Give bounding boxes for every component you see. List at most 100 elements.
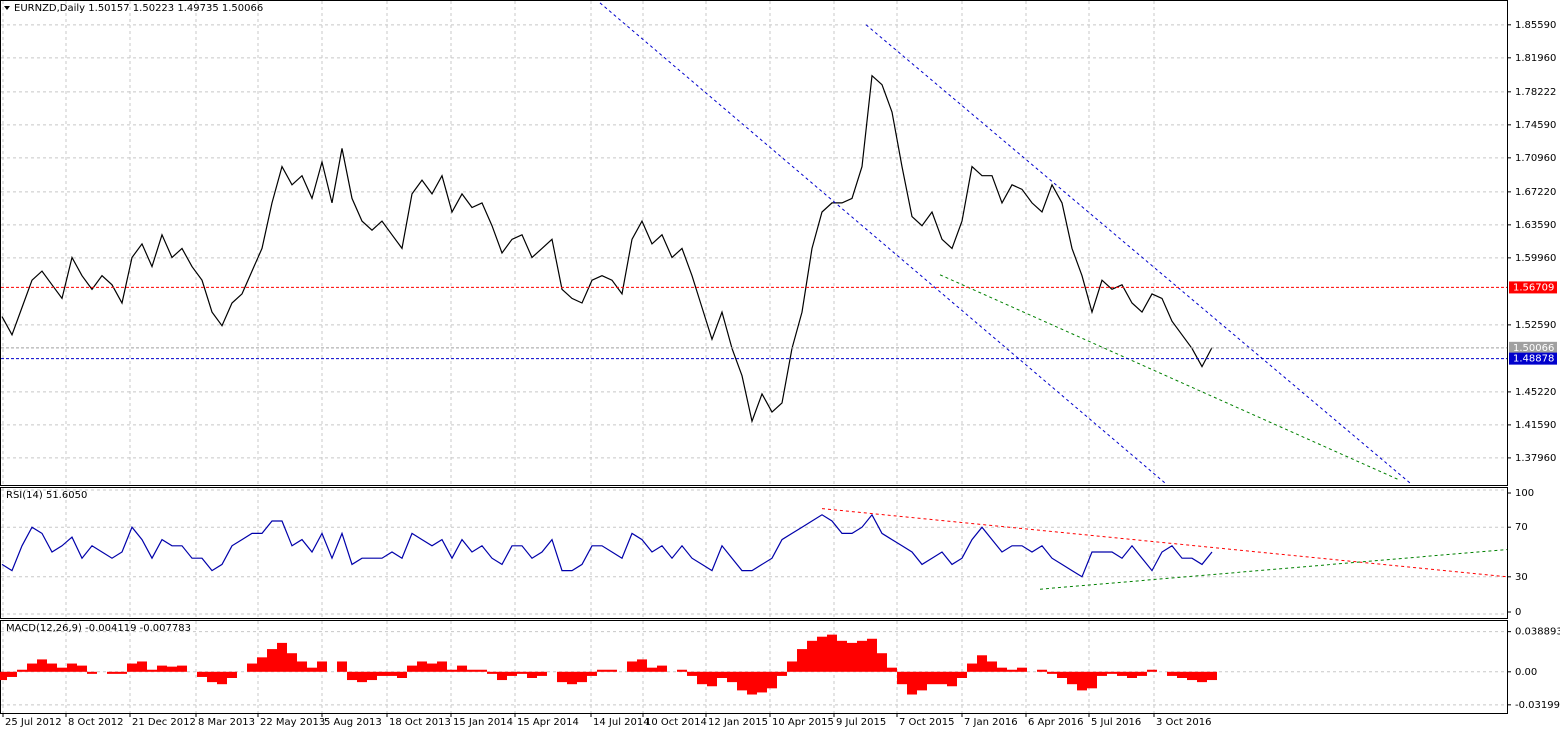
histogram-bar — [1187, 671, 1197, 681]
y-tick-label: 30 — [1515, 572, 1528, 583]
histogram-bar — [107, 671, 117, 674]
histogram-bar — [607, 669, 617, 672]
histogram-bar — [247, 663, 257, 672]
histogram-bar — [817, 636, 827, 672]
histogram-bar — [707, 671, 717, 687]
histogram-bar — [1047, 671, 1057, 674]
histogram-bar — [867, 638, 877, 672]
histogram-bar — [57, 667, 67, 672]
histogram-bar — [397, 671, 407, 678]
histogram-bar — [307, 667, 317, 672]
histogram-bar — [517, 671, 527, 674]
panel-frame — [0, 0, 1508, 486]
histogram-bar — [17, 669, 27, 672]
panel-title: EURNZD,Daily 1.50157 1.50223 1.49735 1.5… — [14, 3, 263, 14]
price-label-box — [1509, 352, 1557, 365]
histogram-bar — [1167, 671, 1177, 676]
histogram-bar — [1087, 671, 1097, 689]
y-tick-label: 1.59960 — [1515, 253, 1556, 264]
x-tick-label: 9 Jul 2015 — [836, 717, 886, 728]
histogram-bar — [747, 671, 757, 695]
histogram-bar — [1067, 671, 1077, 685]
x-tick-label: 15 Jan 2014 — [453, 717, 513, 728]
y-tick-label: 1.78222 — [1515, 87, 1556, 98]
histogram-bar — [297, 661, 307, 672]
histogram-bar — [657, 665, 667, 672]
histogram-bar — [337, 661, 347, 672]
histogram-bar — [757, 671, 767, 693]
histogram-bar — [7, 671, 17, 677]
histogram-bar — [577, 671, 587, 683]
histogram-bar — [507, 671, 517, 676]
x-tick-label: 6 Apr 2016 — [1028, 717, 1083, 728]
histogram-bar — [37, 659, 47, 672]
x-tick-label: 14 Jul 2014 — [593, 717, 650, 728]
histogram-bar — [1147, 669, 1157, 672]
y-tick-label: 1.67220 — [1515, 187, 1556, 198]
histogram-bar — [147, 669, 157, 672]
histogram-bar — [427, 663, 437, 672]
histogram-bar — [1007, 669, 1017, 672]
x-tick-label: 8 Mar 2013 — [198, 717, 255, 728]
histogram-bar — [137, 661, 147, 672]
histogram-bar — [777, 671, 787, 676]
price-label: 1.50066 — [1513, 343, 1554, 354]
histogram-bar — [537, 671, 547, 676]
histogram-bar — [597, 669, 607, 672]
y-tick-label: 0.00 — [1515, 667, 1537, 678]
histogram-bar — [0, 671, 7, 681]
y-tick-label: 1.81960 — [1515, 53, 1556, 64]
histogram-bar — [827, 634, 837, 672]
histogram-bar — [977, 655, 987, 672]
histogram-bar — [527, 671, 537, 678]
histogram-bar — [857, 640, 867, 672]
histogram-bar — [947, 671, 957, 687]
histogram-bar — [377, 671, 387, 676]
price-label: 1.56709 — [1513, 282, 1554, 293]
histogram-bar — [887, 667, 897, 672]
x-tick-label: 10 Oct 2014 — [645, 717, 707, 728]
histogram-bar — [257, 657, 267, 672]
histogram-bar — [807, 640, 817, 672]
x-tick-label: 3 Oct 2016 — [1156, 717, 1211, 728]
histogram-bar — [457, 665, 467, 672]
histogram-bar — [87, 671, 97, 674]
histogram-bar — [987, 661, 997, 672]
histogram-bar — [447, 669, 457, 672]
trend-line — [1039, 549, 1508, 590]
histogram-bar — [207, 671, 217, 683]
histogram-bar — [497, 671, 507, 681]
data-line — [1, 74, 1213, 424]
histogram-bar — [1017, 667, 1027, 672]
histogram-bar — [877, 653, 887, 672]
histogram-bar — [1057, 671, 1067, 678]
histogram-bar — [27, 663, 37, 672]
x-tick-label: 21 Dec 2012 — [132, 717, 196, 728]
histogram-bar — [917, 671, 927, 691]
histogram-bar — [897, 671, 907, 685]
panel-frame — [0, 620, 1508, 714]
histogram-bar — [227, 671, 237, 678]
panel-title: MACD(12,26,9) -0.004119 -0.007783 — [6, 623, 191, 634]
histogram-bar — [467, 669, 477, 672]
y-tick-label: 100 — [1515, 488, 1534, 499]
price-label-box — [1509, 341, 1557, 354]
y-tick-label: 1.63590 — [1515, 220, 1556, 231]
histogram-bar — [1207, 671, 1217, 681]
histogram-bar — [937, 671, 947, 685]
y-tick-label: 1.74590 — [1515, 120, 1556, 131]
histogram-bar — [167, 666, 177, 672]
x-tick-label: 15 Apr 2014 — [517, 717, 579, 728]
histogram-bar — [637, 659, 647, 672]
y-tick-label: 0 — [1515, 607, 1521, 618]
y-tick-label: 70 — [1515, 522, 1528, 533]
histogram-bar — [787, 661, 797, 672]
y-tick-label: 1.85590 — [1515, 20, 1556, 31]
y-tick-label: 1.41590 — [1515, 420, 1556, 431]
y-tick-label: 1.45220 — [1515, 387, 1556, 398]
histogram-bar — [477, 669, 487, 672]
histogram-bar — [927, 671, 937, 685]
histogram-bar — [1037, 669, 1047, 672]
histogram-bar — [487, 671, 497, 674]
trend-line — [821, 508, 1508, 578]
